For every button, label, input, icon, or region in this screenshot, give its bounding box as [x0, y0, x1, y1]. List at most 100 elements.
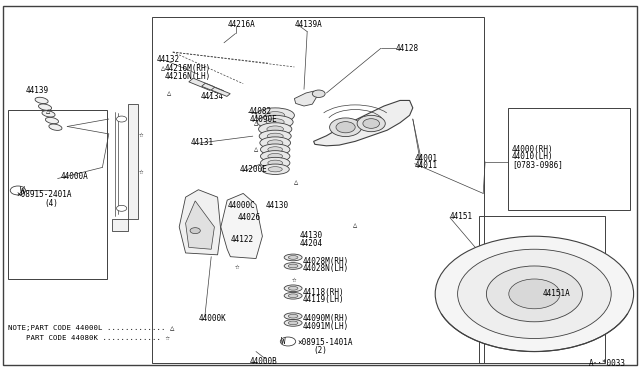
Text: 44216M(RH): 44216M(RH): [165, 64, 211, 73]
Ellipse shape: [257, 115, 293, 129]
Text: △: △: [161, 66, 165, 72]
Bar: [508, 108, 630, 210]
Ellipse shape: [42, 110, 55, 117]
Circle shape: [116, 205, 127, 211]
Text: 44204: 44204: [300, 239, 323, 248]
Text: NOTE;PART CODE 44000L ............. △: NOTE;PART CODE 44000L ............. △: [8, 325, 174, 331]
Text: 44090M(RH): 44090M(RH): [303, 314, 349, 323]
Ellipse shape: [268, 147, 283, 153]
Ellipse shape: [288, 256, 298, 259]
Bar: [8, 110, 107, 279]
Ellipse shape: [268, 153, 283, 159]
Text: 44139A: 44139A: [294, 20, 322, 29]
Ellipse shape: [266, 112, 285, 119]
Text: △: △: [168, 90, 172, 96]
Text: PART CODE 44080K ............. ☆: PART CODE 44080K ............. ☆: [8, 335, 170, 341]
Ellipse shape: [288, 314, 298, 318]
Text: A··*0033: A··*0033: [589, 359, 626, 368]
Text: 44130: 44130: [266, 201, 289, 210]
Text: 44010(LH): 44010(LH): [512, 153, 554, 161]
Text: 44000C: 44000C: [227, 201, 255, 210]
Text: 44200E: 44200E: [240, 165, 268, 174]
Text: 44119(LH): 44119(LH): [303, 295, 344, 304]
Text: (2): (2): [314, 346, 328, 355]
Circle shape: [509, 279, 560, 309]
Polygon shape: [112, 104, 138, 231]
Ellipse shape: [260, 137, 291, 149]
Ellipse shape: [256, 108, 294, 123]
Circle shape: [190, 228, 200, 234]
Text: 44130: 44130: [300, 231, 323, 240]
Circle shape: [363, 119, 380, 128]
Text: 44028N(LH): 44028N(LH): [303, 264, 349, 273]
Text: 44000A: 44000A: [61, 172, 88, 181]
Text: 44134: 44134: [200, 92, 223, 101]
Bar: [479, 216, 605, 363]
Bar: [189, 78, 214, 90]
Ellipse shape: [268, 160, 283, 166]
Circle shape: [336, 122, 355, 133]
Text: 44028M(RH): 44028M(RH): [303, 257, 349, 266]
Text: ☆: ☆: [234, 262, 239, 270]
Ellipse shape: [288, 321, 298, 325]
Bar: [211, 87, 230, 96]
Circle shape: [116, 116, 127, 122]
Ellipse shape: [260, 157, 290, 169]
Text: 44000K: 44000K: [198, 314, 226, 323]
Text: 44216A: 44216A: [227, 20, 255, 29]
Text: 44090E: 44090E: [250, 115, 277, 124]
Text: ×08915-2401A: ×08915-2401A: [16, 190, 72, 199]
Text: ☆: ☆: [292, 275, 297, 284]
Text: ×08915-1401A: ×08915-1401A: [298, 338, 353, 347]
Text: 44118(RH): 44118(RH): [303, 288, 344, 296]
Ellipse shape: [284, 292, 302, 299]
Polygon shape: [186, 201, 214, 249]
Text: 44000(RH): 44000(RH): [512, 145, 554, 154]
Ellipse shape: [268, 140, 283, 146]
Ellipse shape: [261, 164, 289, 174]
Text: [0783-0986]: [0783-0986]: [512, 160, 563, 169]
Text: 44151: 44151: [450, 212, 473, 221]
Text: W: W: [281, 337, 285, 346]
Text: ☆: ☆: [138, 167, 143, 176]
Text: 44128: 44128: [396, 44, 419, 53]
Text: 44122: 44122: [230, 235, 253, 244]
Circle shape: [357, 115, 385, 132]
Text: 44132: 44132: [157, 55, 180, 64]
Ellipse shape: [284, 254, 302, 261]
Circle shape: [486, 266, 582, 322]
Ellipse shape: [284, 263, 302, 269]
Text: △: △: [254, 147, 258, 153]
Text: 44000B: 44000B: [250, 357, 277, 366]
Text: ☆: ☆: [138, 129, 143, 138]
Polygon shape: [179, 190, 221, 255]
Ellipse shape: [268, 167, 282, 172]
Text: 44139: 44139: [26, 86, 49, 94]
Ellipse shape: [49, 124, 62, 131]
Circle shape: [312, 90, 325, 97]
Ellipse shape: [260, 151, 290, 162]
Text: (4): (4): [45, 199, 59, 208]
Text: △: △: [294, 179, 298, 185]
Text: △: △: [46, 109, 50, 115]
Polygon shape: [294, 91, 317, 106]
Ellipse shape: [259, 123, 292, 135]
Text: 44082: 44082: [248, 107, 271, 116]
Ellipse shape: [288, 286, 298, 290]
Ellipse shape: [284, 285, 302, 292]
Text: 44001: 44001: [415, 154, 438, 163]
Text: 44011: 44011: [415, 161, 438, 170]
Ellipse shape: [288, 294, 298, 298]
Bar: [152, 17, 484, 363]
Ellipse shape: [268, 133, 283, 139]
Ellipse shape: [260, 144, 290, 155]
Ellipse shape: [266, 119, 284, 125]
Ellipse shape: [38, 104, 52, 110]
Ellipse shape: [288, 264, 298, 268]
Ellipse shape: [284, 313, 302, 320]
Ellipse shape: [35, 97, 48, 104]
Polygon shape: [221, 193, 262, 259]
Ellipse shape: [267, 126, 284, 132]
Circle shape: [330, 118, 362, 137]
Bar: [202, 83, 223, 94]
